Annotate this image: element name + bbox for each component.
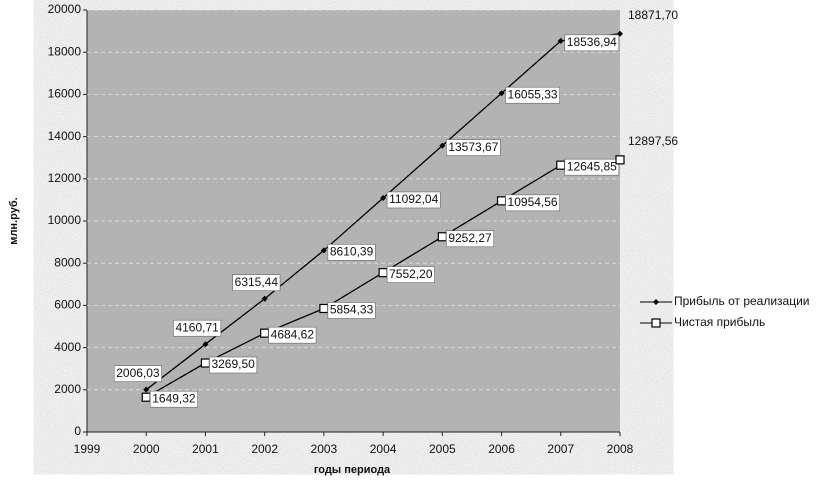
x-tick-label: 2001 xyxy=(192,442,219,456)
marker xyxy=(261,295,268,302)
legend-label: Прибыль от реализации xyxy=(674,294,810,308)
legend-marker xyxy=(651,318,661,328)
x-tick-label: 2000 xyxy=(133,442,160,456)
marker xyxy=(200,358,211,368)
data-label: 4684,62 xyxy=(271,327,315,341)
y-tick-label: 16000 xyxy=(48,87,82,101)
marker xyxy=(617,30,623,37)
y-tick-label: 14000 xyxy=(48,129,82,143)
data-label: 12645,85 xyxy=(567,159,617,173)
data-label: 10954,56 xyxy=(508,195,558,209)
label-box xyxy=(173,319,222,337)
x-tick-label: 2003 xyxy=(311,442,338,456)
label-box xyxy=(446,230,495,248)
label-box xyxy=(113,365,162,382)
data-label: 4160,71 xyxy=(175,320,219,334)
label-box xyxy=(505,86,560,104)
data-label: 9252,27 xyxy=(448,231,492,245)
marker xyxy=(498,90,505,97)
label-box xyxy=(149,390,198,408)
legend-label: Чистая прибыль xyxy=(674,315,765,329)
y-tick-label: 2000 xyxy=(54,382,81,396)
label-box xyxy=(505,194,560,212)
y-tick-label: 12000 xyxy=(48,171,82,185)
x-tick-label: 2006 xyxy=(488,442,515,456)
marker xyxy=(437,232,447,242)
label-box xyxy=(327,302,376,319)
x-tick-label: 1999 xyxy=(74,442,101,456)
label-box xyxy=(268,326,317,344)
data-label: 6315,44 xyxy=(235,275,279,289)
marker xyxy=(260,328,270,338)
label-box xyxy=(564,34,620,52)
x-axis-title: годы периода xyxy=(314,464,391,476)
x-tick-label: 2005 xyxy=(429,442,456,456)
label-box xyxy=(386,191,441,209)
label-box xyxy=(564,158,620,176)
x-tick-label: 2002 xyxy=(251,442,278,456)
y-tick-label: 4000 xyxy=(54,340,81,354)
marker xyxy=(141,392,151,402)
data-label: 12897,56 xyxy=(628,134,678,148)
data-label: 1649,32 xyxy=(152,391,196,405)
label-box xyxy=(327,244,376,261)
label-box xyxy=(386,266,435,283)
y-tick-label: 6000 xyxy=(54,298,81,312)
y-tick-label: 10000 xyxy=(48,213,82,227)
marker xyxy=(202,341,209,348)
marker xyxy=(143,386,150,393)
label-box xyxy=(209,356,258,374)
data-label: 13573,67 xyxy=(448,140,498,154)
data-label: 16055,33 xyxy=(508,87,558,101)
data-label: 11092,04 xyxy=(389,192,438,206)
data-label: 5854,33 xyxy=(330,303,374,317)
x-tick-label: 2007 xyxy=(547,442,574,456)
y-tick-label: 20000 xyxy=(48,2,82,16)
y-tick-label: 18000 xyxy=(48,44,82,58)
data-label: 2006,03 xyxy=(116,366,160,380)
y-tick-label: 8000 xyxy=(54,255,81,269)
label-box xyxy=(446,139,501,156)
x-tick-label: 2004 xyxy=(370,442,397,456)
y-axis-title: млн.руб. xyxy=(8,197,20,244)
data-label: 18871,70 xyxy=(628,8,678,22)
marker xyxy=(320,247,327,254)
data-label: 7552,20 xyxy=(389,267,433,281)
marker xyxy=(557,37,564,44)
marker xyxy=(319,303,329,314)
label-box xyxy=(232,274,281,292)
marker xyxy=(615,155,625,165)
y-tick-label: 0 xyxy=(74,424,81,438)
data-label: 8610,39 xyxy=(330,244,374,258)
marker xyxy=(496,196,507,206)
marker xyxy=(556,160,566,170)
marker xyxy=(439,142,446,149)
legend-marker xyxy=(653,299,659,305)
x-tick-label: 2008 xyxy=(607,442,634,456)
data-label: 18536,94 xyxy=(567,35,617,49)
data-label: 3269,50 xyxy=(211,357,255,371)
marker xyxy=(378,268,388,278)
marker xyxy=(380,194,387,201)
